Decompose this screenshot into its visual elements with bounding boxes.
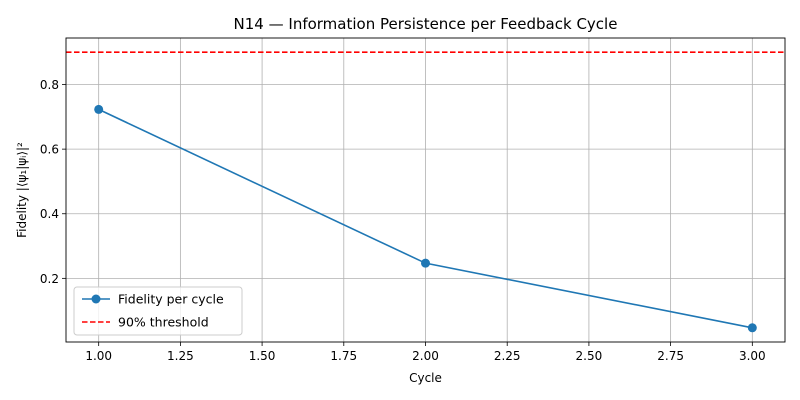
- legend-label-threshold: 90% threshold: [118, 315, 209, 330]
- x-tick-label: 2.25: [494, 349, 521, 363]
- x-axis-ticks: 1.00 1.25 1.50 1.75 2.00 2.25 2.50 2.75 3.00: [85, 342, 766, 363]
- y-axis-title: Fidelity |⟨ψ₁|ψᵢ⟩|²: [15, 142, 29, 238]
- chart-title: N14 — Information Persistence per Feedba…: [234, 15, 618, 33]
- data-point: [747, 323, 757, 333]
- x-tick-label: 1.25: [167, 349, 194, 363]
- y-axis-ticks: 0.2 0.4 0.6 0.8: [40, 78, 66, 286]
- y-tick-label: 0.8: [40, 78, 59, 92]
- data-point: [94, 104, 104, 114]
- x-tick-label: 2.50: [576, 349, 603, 363]
- grid: [66, 38, 785, 342]
- x-tick-label: 1.50: [249, 349, 276, 363]
- legend: Fidelity per cycle 90% threshold: [73, 286, 243, 336]
- x-axis-title: Cycle: [409, 371, 442, 385]
- y-tick-label: 0.6: [40, 143, 59, 157]
- y-tick-label: 0.4: [40, 207, 59, 221]
- legend-label-fidelity: Fidelity per cycle: [118, 292, 224, 307]
- x-tick-label: 2.75: [657, 349, 684, 363]
- x-tick-label: 1.75: [330, 349, 357, 363]
- legend-box: [73, 286, 243, 336]
- x-tick-label: 3.00: [739, 349, 766, 363]
- x-tick-label: 2.00: [412, 349, 439, 363]
- x-tick-label: 1.00: [85, 349, 112, 363]
- legend-swatch-fidelity-marker: [91, 294, 101, 304]
- series-layer: [94, 104, 757, 333]
- y-tick-label: 0.2: [40, 272, 59, 286]
- data-point: [421, 258, 430, 268]
